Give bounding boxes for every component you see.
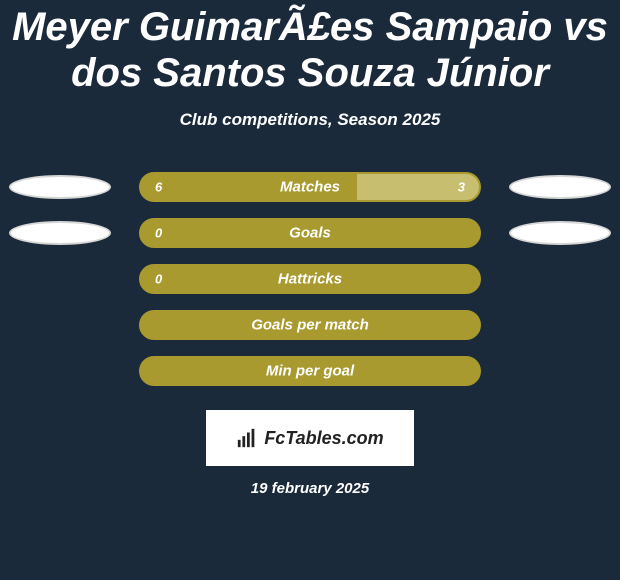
stat-row: Matches 6 3 xyxy=(0,164,620,210)
stat-bar: Hattricks 0 xyxy=(139,264,481,294)
stat-bar: Matches 6 3 xyxy=(139,172,481,202)
stat-label: Goals per match xyxy=(251,317,369,334)
player-marker-left xyxy=(9,175,111,199)
stat-row: Goals 0 xyxy=(0,210,620,256)
stat-bar: Goals 0 xyxy=(139,218,481,248)
page-title: Meyer GuimarÃ£es Sampaio vs dos Santos S… xyxy=(0,0,620,96)
subtitle: Club competitions, Season 2025 xyxy=(0,110,620,130)
logo-text: FcTables.com xyxy=(264,428,383,449)
stat-row: Min per goal xyxy=(0,348,620,394)
stat-value-left: 0 xyxy=(155,226,162,241)
chart-icon xyxy=(236,427,258,449)
logo-box: FcTables.com xyxy=(206,410,414,466)
stat-label: Hattricks xyxy=(278,271,342,288)
stat-value-left: 6 xyxy=(155,180,162,195)
comparison-infographic: Meyer GuimarÃ£es Sampaio vs dos Santos S… xyxy=(0,0,620,580)
stat-bar: Min per goal xyxy=(139,356,481,386)
stat-label: Goals xyxy=(289,225,331,242)
stat-rows: Matches 6 3 Goals 0 Hattricks 0 Goals per match… xyxy=(0,164,620,394)
player-marker-right xyxy=(509,175,611,199)
stat-label: Min per goal xyxy=(266,363,354,380)
player-marker-left xyxy=(9,221,111,245)
player-marker-right xyxy=(509,221,611,245)
stat-row: Goals per match xyxy=(0,302,620,348)
stat-bar: Goals per match xyxy=(139,310,481,340)
footer-date: 19 february 2025 xyxy=(0,480,620,497)
stat-value-left: 0 xyxy=(155,272,162,287)
stat-value-right: 3 xyxy=(458,180,465,195)
stat-row: Hattricks 0 xyxy=(0,256,620,302)
stat-label: Matches xyxy=(280,179,340,196)
